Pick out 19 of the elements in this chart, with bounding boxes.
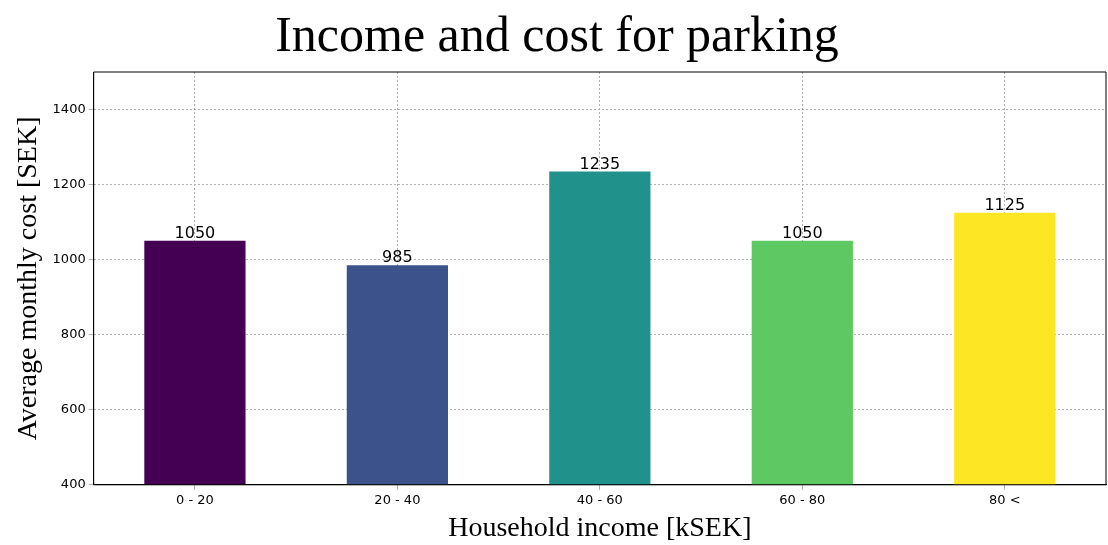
y-tick-label: 1000 [52,251,86,267]
x-tick-label: 20 - 40 [374,491,421,507]
x-axis-title: Household income [kSEK] [448,510,752,542]
y-tick-label: 400 [60,476,86,492]
x-tick-label: 40 - 60 [576,491,623,507]
x-tick-label: 80 < [988,491,1021,507]
x-tick-label: 0 - 20 [176,491,214,507]
data-label: 1235 [579,153,621,173]
data-label: 985 [382,247,413,267]
data-label: 1125 [984,194,1026,214]
y-tick-label: 600 [60,401,86,417]
chart-title: Income and cost for parking [275,6,839,63]
data-label: 1050 [781,223,823,243]
y-axis-title: Average monthly cost [SEK] [11,116,43,441]
x-tick-label: 60 - 80 [779,491,826,507]
data-label: 1050 [174,223,216,243]
y-tick-label: 1200 [52,175,86,191]
y-tick-label: 800 [60,326,86,342]
y-tick-label: 1400 [52,100,86,116]
